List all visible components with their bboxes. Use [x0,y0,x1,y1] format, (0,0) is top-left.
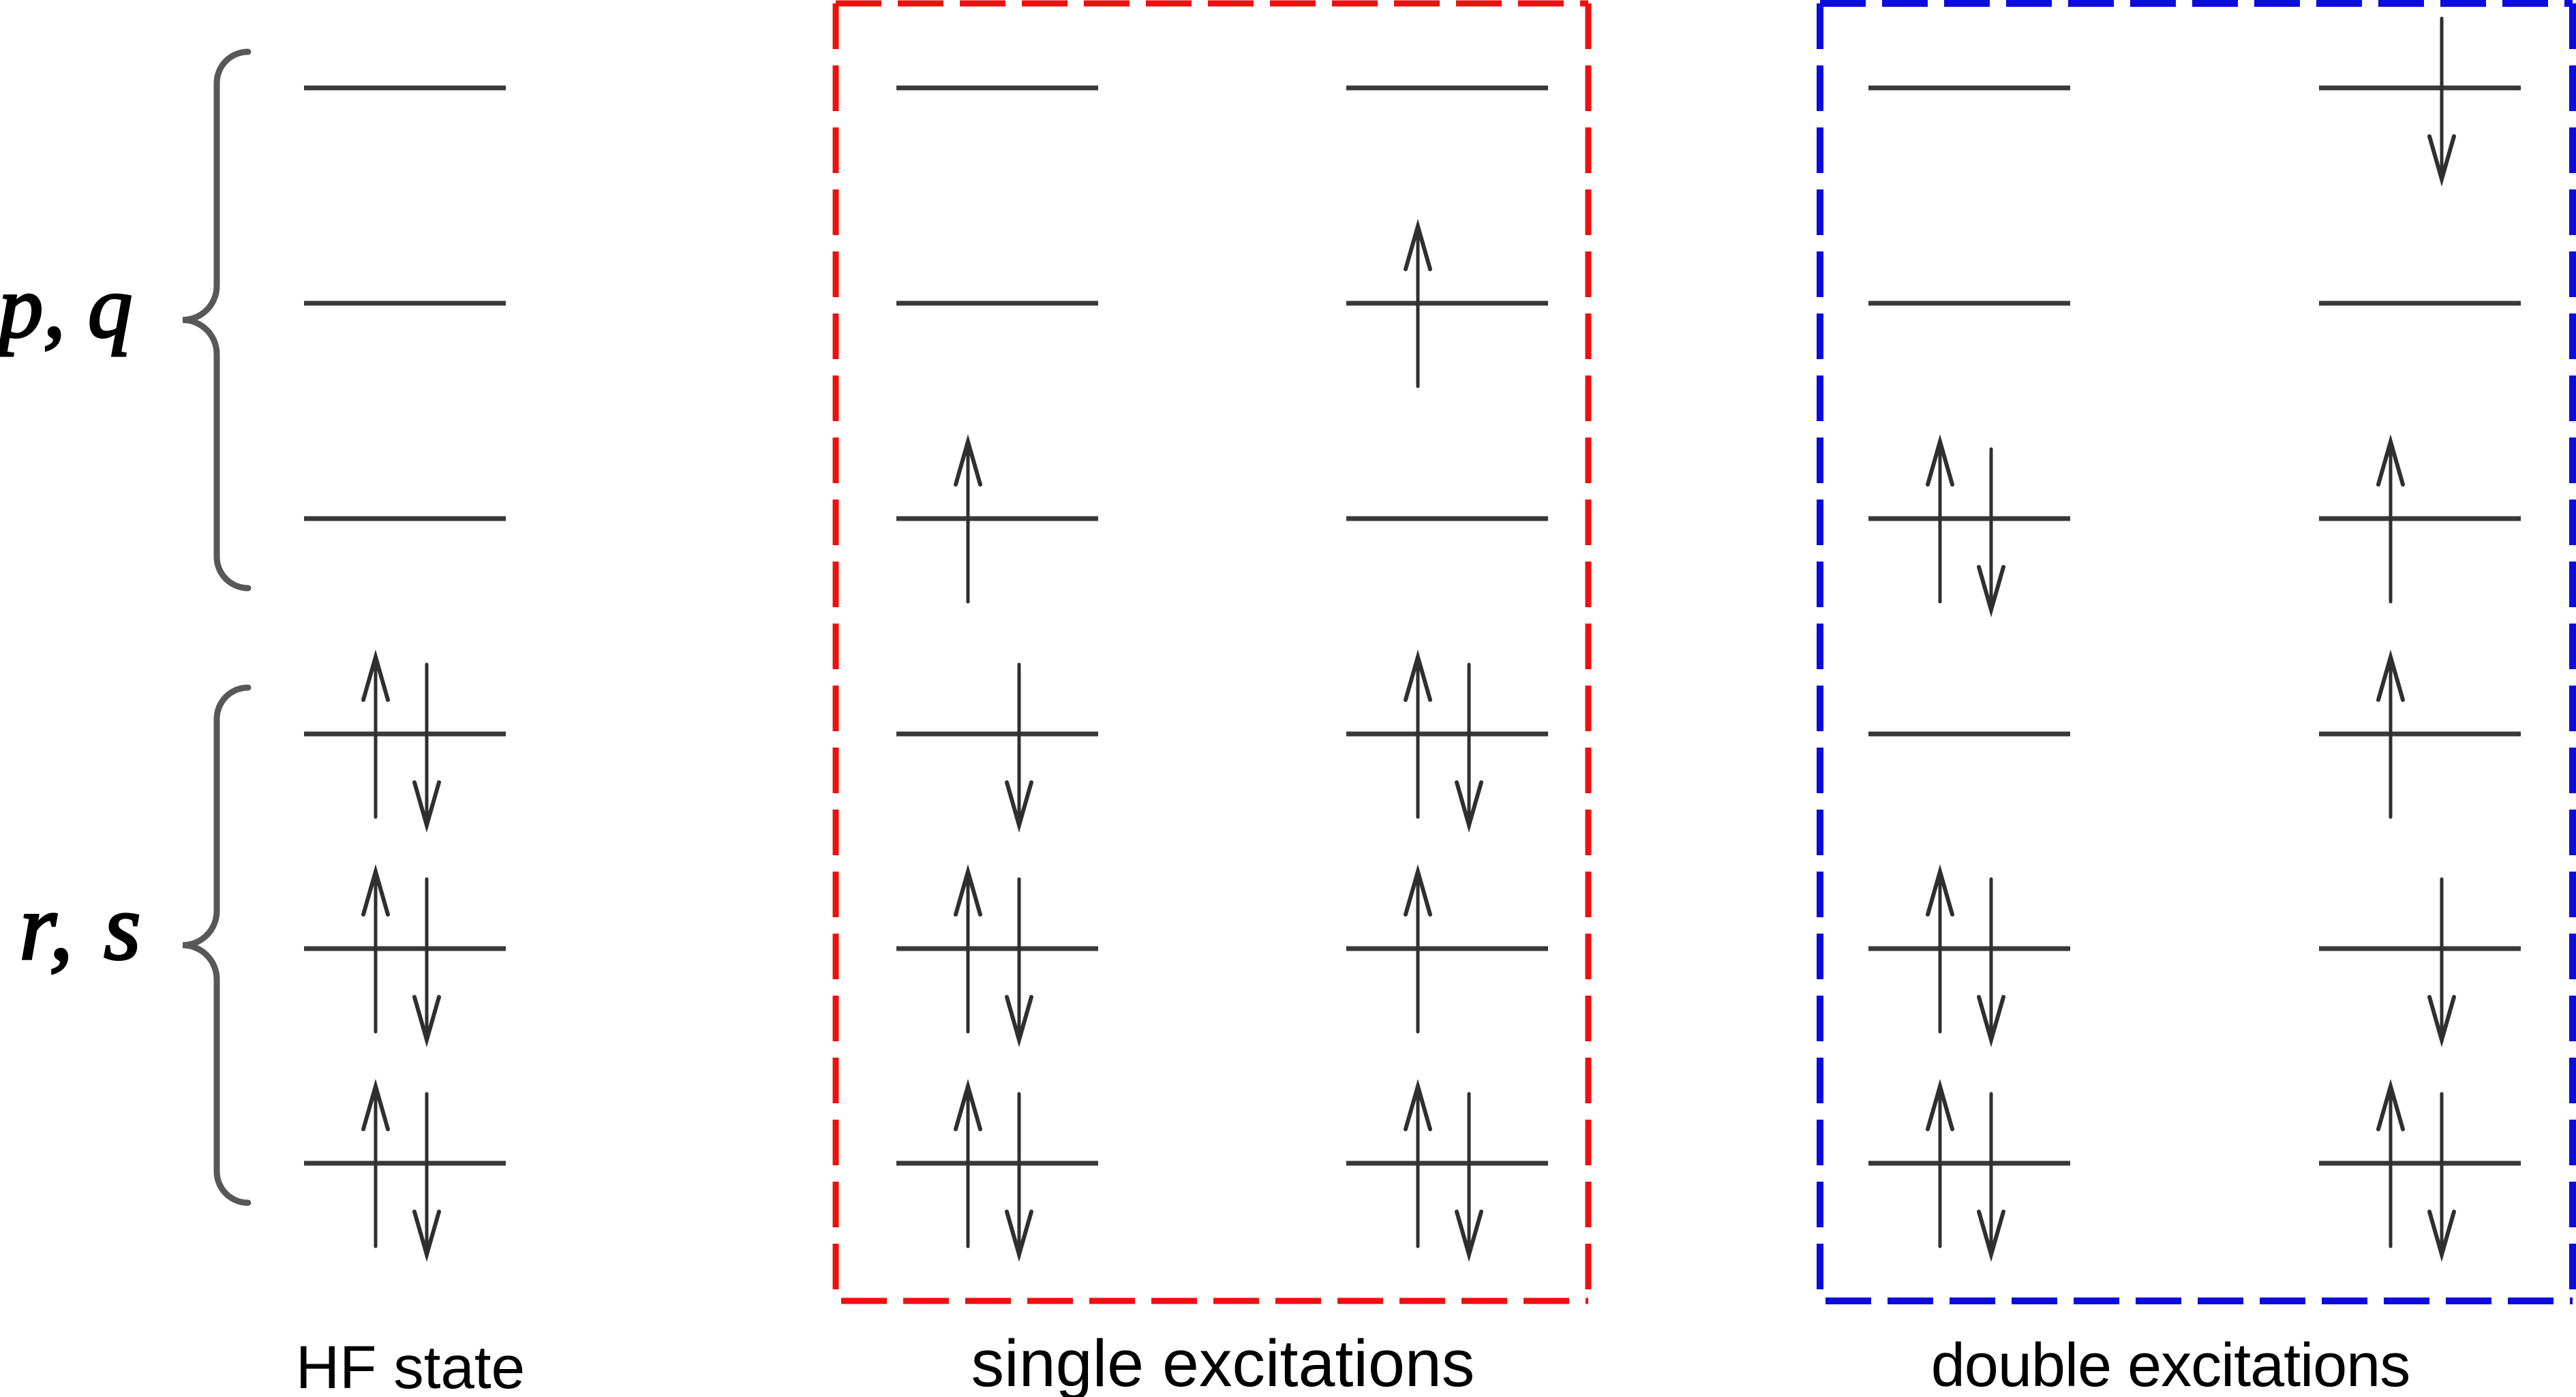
svg-text:double excitations: double excitations [1931,1332,2410,1397]
svg-text:HF state: HF state [296,1333,525,1397]
svg-text:p, q: p, q [0,258,132,356]
svg-text:single excitations: single excitations [971,1326,1475,1397]
svg-text:r, s: r, s [19,874,144,980]
